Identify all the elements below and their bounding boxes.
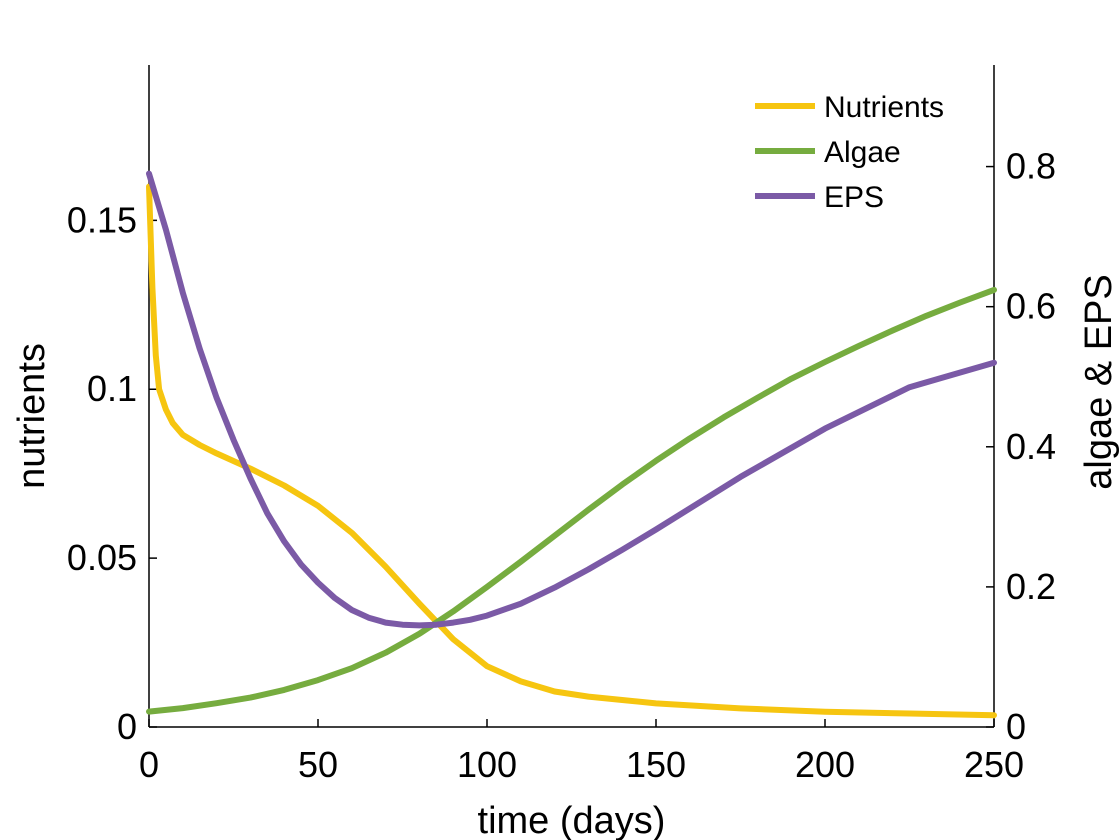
x-tick-label: 250	[964, 744, 1024, 785]
legend-label: Algae	[824, 136, 901, 169]
legend-item-eps: EPS	[755, 181, 884, 214]
y-left-tick-label: 0.05	[67, 537, 137, 578]
y-left-axis-title: nutrients	[11, 343, 53, 489]
y-right-tick-label: 0.6	[1006, 286, 1056, 327]
y-right-tick-label: 0.2	[1006, 566, 1056, 607]
series-line-eps	[146, 170, 997, 629]
y-left-tick-label: 0	[117, 706, 137, 747]
x-axis-title: time (days)	[478, 800, 666, 840]
legend-label: Nutrients	[824, 91, 944, 124]
x-tick-label: 200	[795, 744, 855, 785]
x-tick-label: 0	[139, 744, 159, 785]
y-right-axis-title: algae & EPS	[1078, 274, 1120, 489]
series-line-algae	[146, 286, 997, 715]
y-right-tick-label: 0	[1006, 706, 1026, 747]
x-tick-label: 100	[457, 744, 517, 785]
chart-legend: Nutrients Algae EPS	[755, 91, 944, 214]
legend-item-nutrients: Nutrients	[755, 91, 944, 124]
y-left-tick-label: 0.15	[67, 199, 137, 240]
y-left-tick-label: 0.1	[87, 368, 137, 409]
legend-item-algae: Algae	[755, 136, 901, 169]
y-right-tick-label: 0.4	[1006, 426, 1056, 467]
y-right-tick-label: 0.8	[1006, 146, 1056, 187]
legend-label: EPS	[824, 181, 884, 214]
series-line-nutrients	[146, 183, 997, 719]
x-tick-label: 50	[298, 744, 338, 785]
chart-series-layer	[146, 170, 997, 719]
chart-axes: 0 50 100 150 200 25000.050.10.1500.20.40.60.8…	[11, 65, 1120, 840]
x-tick-label: 150	[626, 744, 686, 785]
